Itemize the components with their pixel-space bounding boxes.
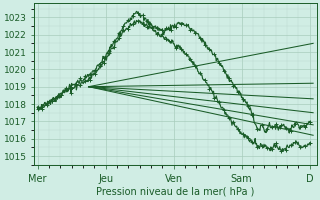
X-axis label: Pression niveau de la mer( hPa ): Pression niveau de la mer( hPa ) <box>96 187 254 197</box>
